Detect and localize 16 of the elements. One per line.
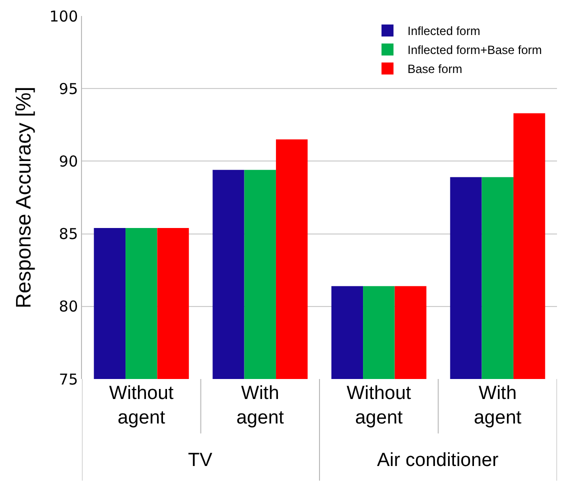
legend-label: Inflected form+Base form (408, 43, 542, 58)
text: Air conditioner (377, 450, 500, 471)
y-tick-label: 90 (58, 152, 78, 170)
y-tick-label: 100 (49, 7, 78, 26)
x-tick-label: With agent (474, 383, 522, 429)
y-tick-label: 95 (58, 80, 78, 98)
legend-label: Base form (408, 62, 462, 76)
x-tick-label: Without agent (109, 383, 174, 429)
y-tick-label: 85 (58, 225, 78, 244)
x-tick-label: Without agent (346, 383, 412, 429)
x-tick-label: With agent (236, 383, 285, 429)
y-axis-title: Response Accuracy [%] (12, 86, 36, 308)
legend-label: Inflected form (408, 24, 480, 38)
y-tick-label: 75 (58, 370, 78, 388)
text: TV (188, 450, 213, 471)
y-tick-label: 80 (58, 298, 78, 316)
